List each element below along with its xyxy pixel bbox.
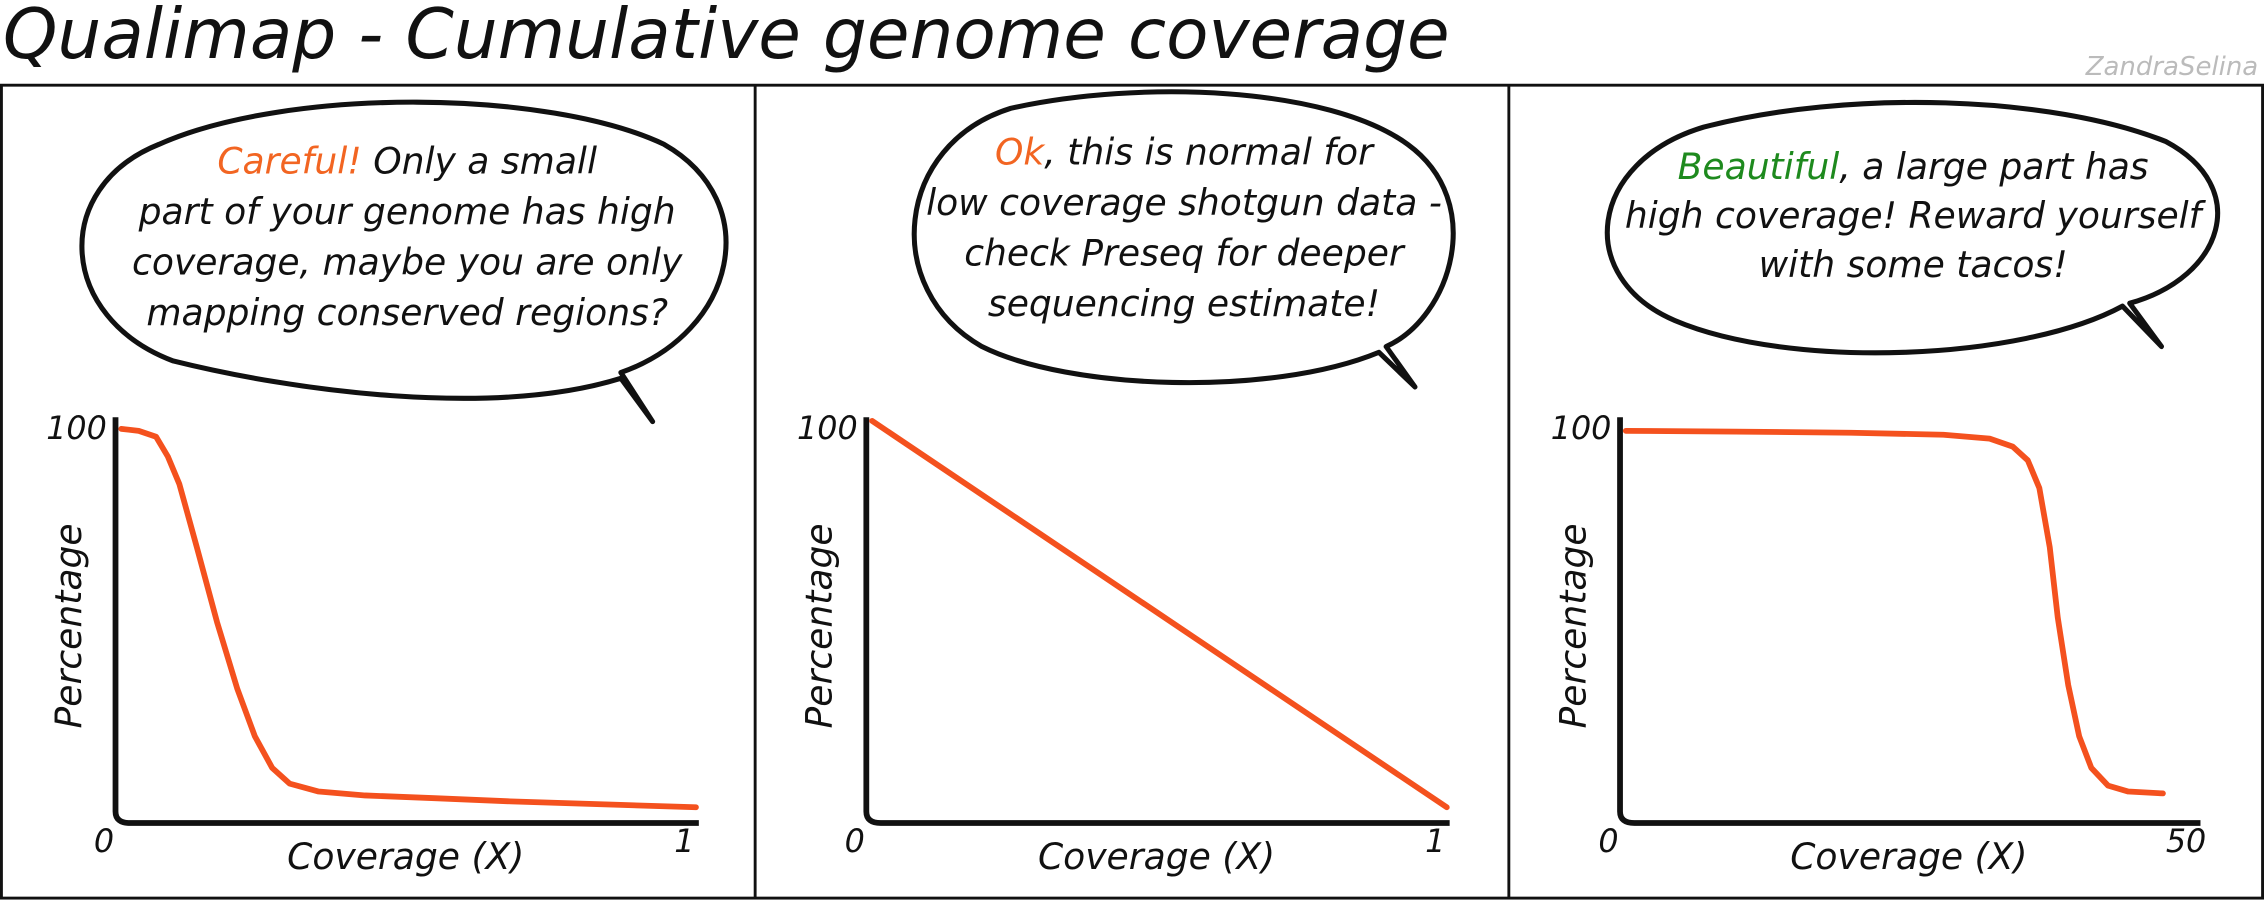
speech-line: Careful! Only a small bbox=[217, 140, 597, 182]
axes bbox=[112, 417, 699, 826]
chart-panel: Ok, this is normal for low coverage shotg… bbox=[797, 132, 1450, 878]
frame bbox=[0, 83, 2264, 900]
chart-panel: Beautiful, a large part has high coverage… bbox=[1551, 146, 2207, 878]
speech-run: Beautiful bbox=[1678, 146, 1840, 188]
speech-line: with some tacos! bbox=[1759, 244, 2068, 286]
y-tick-label: 100 bbox=[1551, 411, 1612, 447]
speech-run: sequencing estimate! bbox=[988, 283, 1380, 325]
x-axis-label: Coverage (X) bbox=[1790, 836, 2027, 878]
bubble bbox=[911, 89, 1456, 390]
x-axis-label: Coverage (X) bbox=[287, 836, 524, 878]
speech-run: low coverage shotgun data - bbox=[926, 182, 1442, 224]
speech-run: with some tacos! bbox=[1759, 244, 2068, 286]
speech-run: mapping conserved regions? bbox=[146, 292, 668, 334]
speech-line: high coverage! Reward yourself bbox=[1625, 195, 2207, 237]
speech-line: Ok, this is normal for bbox=[995, 132, 1375, 174]
panel-frames bbox=[0, 83, 2264, 900]
data-line bbox=[1622, 427, 2166, 797]
x-tick-label: 1 bbox=[1425, 824, 1445, 860]
y-axis-label: Percentage bbox=[1552, 523, 1594, 728]
x-tick-label: 1 bbox=[674, 824, 694, 860]
speech-run: Ok bbox=[995, 132, 1046, 174]
y-tick-label: 100 bbox=[797, 411, 858, 447]
speech-line: sequencing estimate! bbox=[988, 283, 1380, 325]
x-tick-label: 0 bbox=[94, 824, 114, 860]
bubble bbox=[1604, 99, 2220, 356]
data-line bbox=[869, 418, 1450, 811]
x-axis-label: Coverage (X) bbox=[1038, 836, 1275, 878]
y-axis-label: Percentage bbox=[48, 523, 90, 728]
page-title: Qualimap - Cumulative genome coverage bbox=[3, 0, 1450, 75]
data-line bbox=[118, 425, 699, 811]
chart-panel: Careful! Only a small part of your genome… bbox=[46, 140, 699, 878]
x-tick-label: 50 bbox=[2166, 824, 2206, 860]
speech-run: coverage, maybe you are only bbox=[132, 241, 683, 283]
bubble bbox=[79, 99, 729, 425]
axes bbox=[863, 417, 1450, 826]
speech-line: coverage, maybe you are only bbox=[132, 241, 683, 283]
axes bbox=[1617, 417, 2201, 826]
speech-bubbles bbox=[79, 89, 2220, 425]
speech-line: low coverage shotgun data - bbox=[926, 182, 1442, 224]
speech-line: part of your genome has high bbox=[138, 191, 676, 233]
speech-run: check Preseq for deeper bbox=[964, 233, 1406, 275]
y-axis-label: Percentage bbox=[799, 523, 841, 728]
speech-run: Careful! bbox=[217, 140, 361, 182]
speech-run: high coverage! Reward yourself bbox=[1625, 195, 2207, 237]
speech-line: check Preseq for deeper bbox=[964, 233, 1406, 275]
speech-run: , this is normal for bbox=[1044, 132, 1375, 174]
speech-run: part of your genome has high bbox=[138, 191, 676, 233]
speech-line: Beautiful, a large part has bbox=[1678, 146, 2149, 188]
speech-line: mapping conserved regions? bbox=[146, 292, 668, 334]
x-tick-label: 0 bbox=[845, 824, 865, 860]
credit: ZandraSelina bbox=[2085, 52, 2259, 82]
speech-run: Only a small bbox=[362, 140, 597, 182]
speech-run: , a large part has bbox=[1839, 146, 2148, 188]
x-tick-label: 0 bbox=[1598, 824, 1618, 860]
y-tick-label: 100 bbox=[46, 411, 107, 447]
